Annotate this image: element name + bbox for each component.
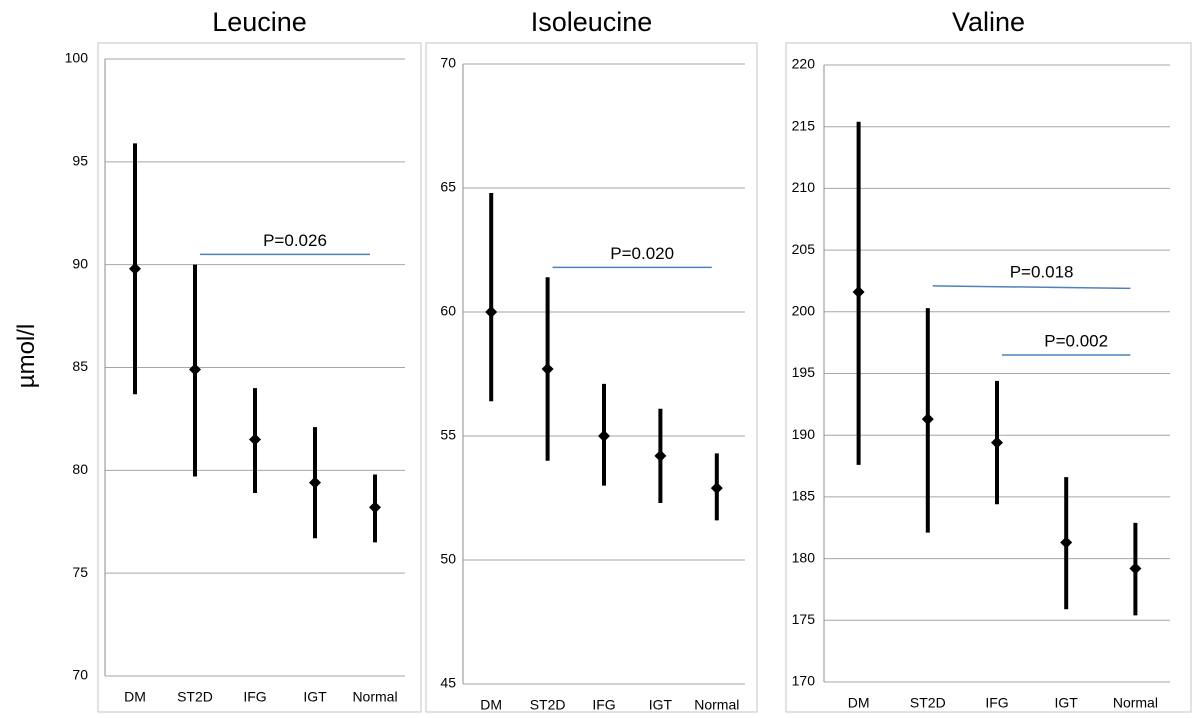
data-point-0-3 xyxy=(309,476,321,489)
p-value-label-2-1: P=0.002 xyxy=(1044,331,1108,350)
data-point-2-2 xyxy=(991,436,1003,449)
data-point-2-3 xyxy=(1060,536,1073,549)
y-tick-label-2-5: 195 xyxy=(792,364,816,380)
data-point-2-0 xyxy=(852,286,865,299)
chart-frame-2 xyxy=(785,42,1192,713)
x-tick-label-1-3: IGT xyxy=(649,697,673,713)
x-tick-label-1-1: ST2D xyxy=(530,697,566,713)
p-value-label-1-0: P=0.020 xyxy=(610,244,674,263)
p-value-label-2-0: P=0.018 xyxy=(1010,262,1074,281)
p-value-label-0-0: P=0.026 xyxy=(263,231,327,250)
chart-title-2: Valine xyxy=(952,7,1025,37)
data-point-2-4 xyxy=(1129,562,1142,575)
y-tick-label-2-8: 210 xyxy=(792,179,816,195)
y-tick-label-0-5: 95 xyxy=(72,153,88,169)
x-tick-label-0-0: DM xyxy=(124,689,146,705)
y-tick-label-0-4: 90 xyxy=(72,255,88,271)
x-tick-label-0-3: IGT xyxy=(303,689,327,705)
data-point-0-2 xyxy=(249,433,261,446)
y-tick-label-2-7: 205 xyxy=(792,241,816,257)
y-tick-label-2-6: 200 xyxy=(792,303,816,319)
y-tick-label-2-10: 220 xyxy=(792,56,816,72)
y-tick-label-0-1: 75 xyxy=(72,564,88,580)
x-tick-label-2-3: IGT xyxy=(1055,695,1079,711)
x-tick-label-0-4: Normal xyxy=(352,689,397,705)
chart-frame-0 xyxy=(97,42,422,713)
data-point-1-2 xyxy=(598,430,610,442)
x-tick-label-0-2: IFG xyxy=(243,689,266,705)
data-point-0-4 xyxy=(369,501,381,514)
y-axis-label: µmol/l xyxy=(13,324,40,389)
y-tick-label-1-1: 50 xyxy=(440,551,456,567)
y-tick-label-0-3: 85 xyxy=(72,358,88,374)
y-tick-label-2-4: 190 xyxy=(792,426,816,442)
y-tick-label-1-2: 55 xyxy=(440,427,456,443)
y-tick-label-0-0: 70 xyxy=(72,667,88,683)
data-point-1-3 xyxy=(654,449,667,462)
x-tick-label-2-2: IFG xyxy=(985,695,1008,711)
y-tick-label-2-0: 170 xyxy=(792,673,816,689)
y-tick-label-2-1: 175 xyxy=(792,611,816,627)
chart-title-1: Isoleucine xyxy=(531,7,653,37)
x-tick-label-2-1: ST2D xyxy=(910,695,946,711)
y-tick-label-1-4: 65 xyxy=(440,179,456,195)
chart-frame-1 xyxy=(425,42,758,713)
y-tick-label-2-2: 180 xyxy=(792,549,816,565)
data-point-1-1 xyxy=(541,363,554,376)
y-tick-label-0-2: 80 xyxy=(72,461,88,477)
x-tick-label-2-4: Normal xyxy=(1113,695,1158,711)
y-tick-label-1-3: 60 xyxy=(440,303,456,319)
x-tick-label-1-4: Normal xyxy=(694,697,739,713)
y-tick-label-2-9: 215 xyxy=(792,117,816,133)
p-value-line-2-0 xyxy=(932,285,1131,290)
data-point-0-0 xyxy=(129,262,141,275)
x-tick-label-1-2: IFG xyxy=(592,697,615,713)
data-point-2-1 xyxy=(921,413,934,426)
data-point-1-0 xyxy=(485,306,498,318)
data-point-1-4 xyxy=(710,482,723,495)
x-tick-label-0-1: ST2D xyxy=(177,689,213,705)
x-tick-label-2-0: DM xyxy=(848,695,870,711)
y-tick-label-1-0: 45 xyxy=(440,675,456,691)
data-point-0-1 xyxy=(189,363,201,376)
y-tick-label-2-3: 185 xyxy=(792,488,816,504)
y-tick-label-1-5: 70 xyxy=(440,55,456,71)
x-tick-label-1-0: DM xyxy=(480,697,502,713)
y-tick-label-0-6: 100 xyxy=(65,50,89,66)
chart-title-0: Leucine xyxy=(212,7,307,37)
